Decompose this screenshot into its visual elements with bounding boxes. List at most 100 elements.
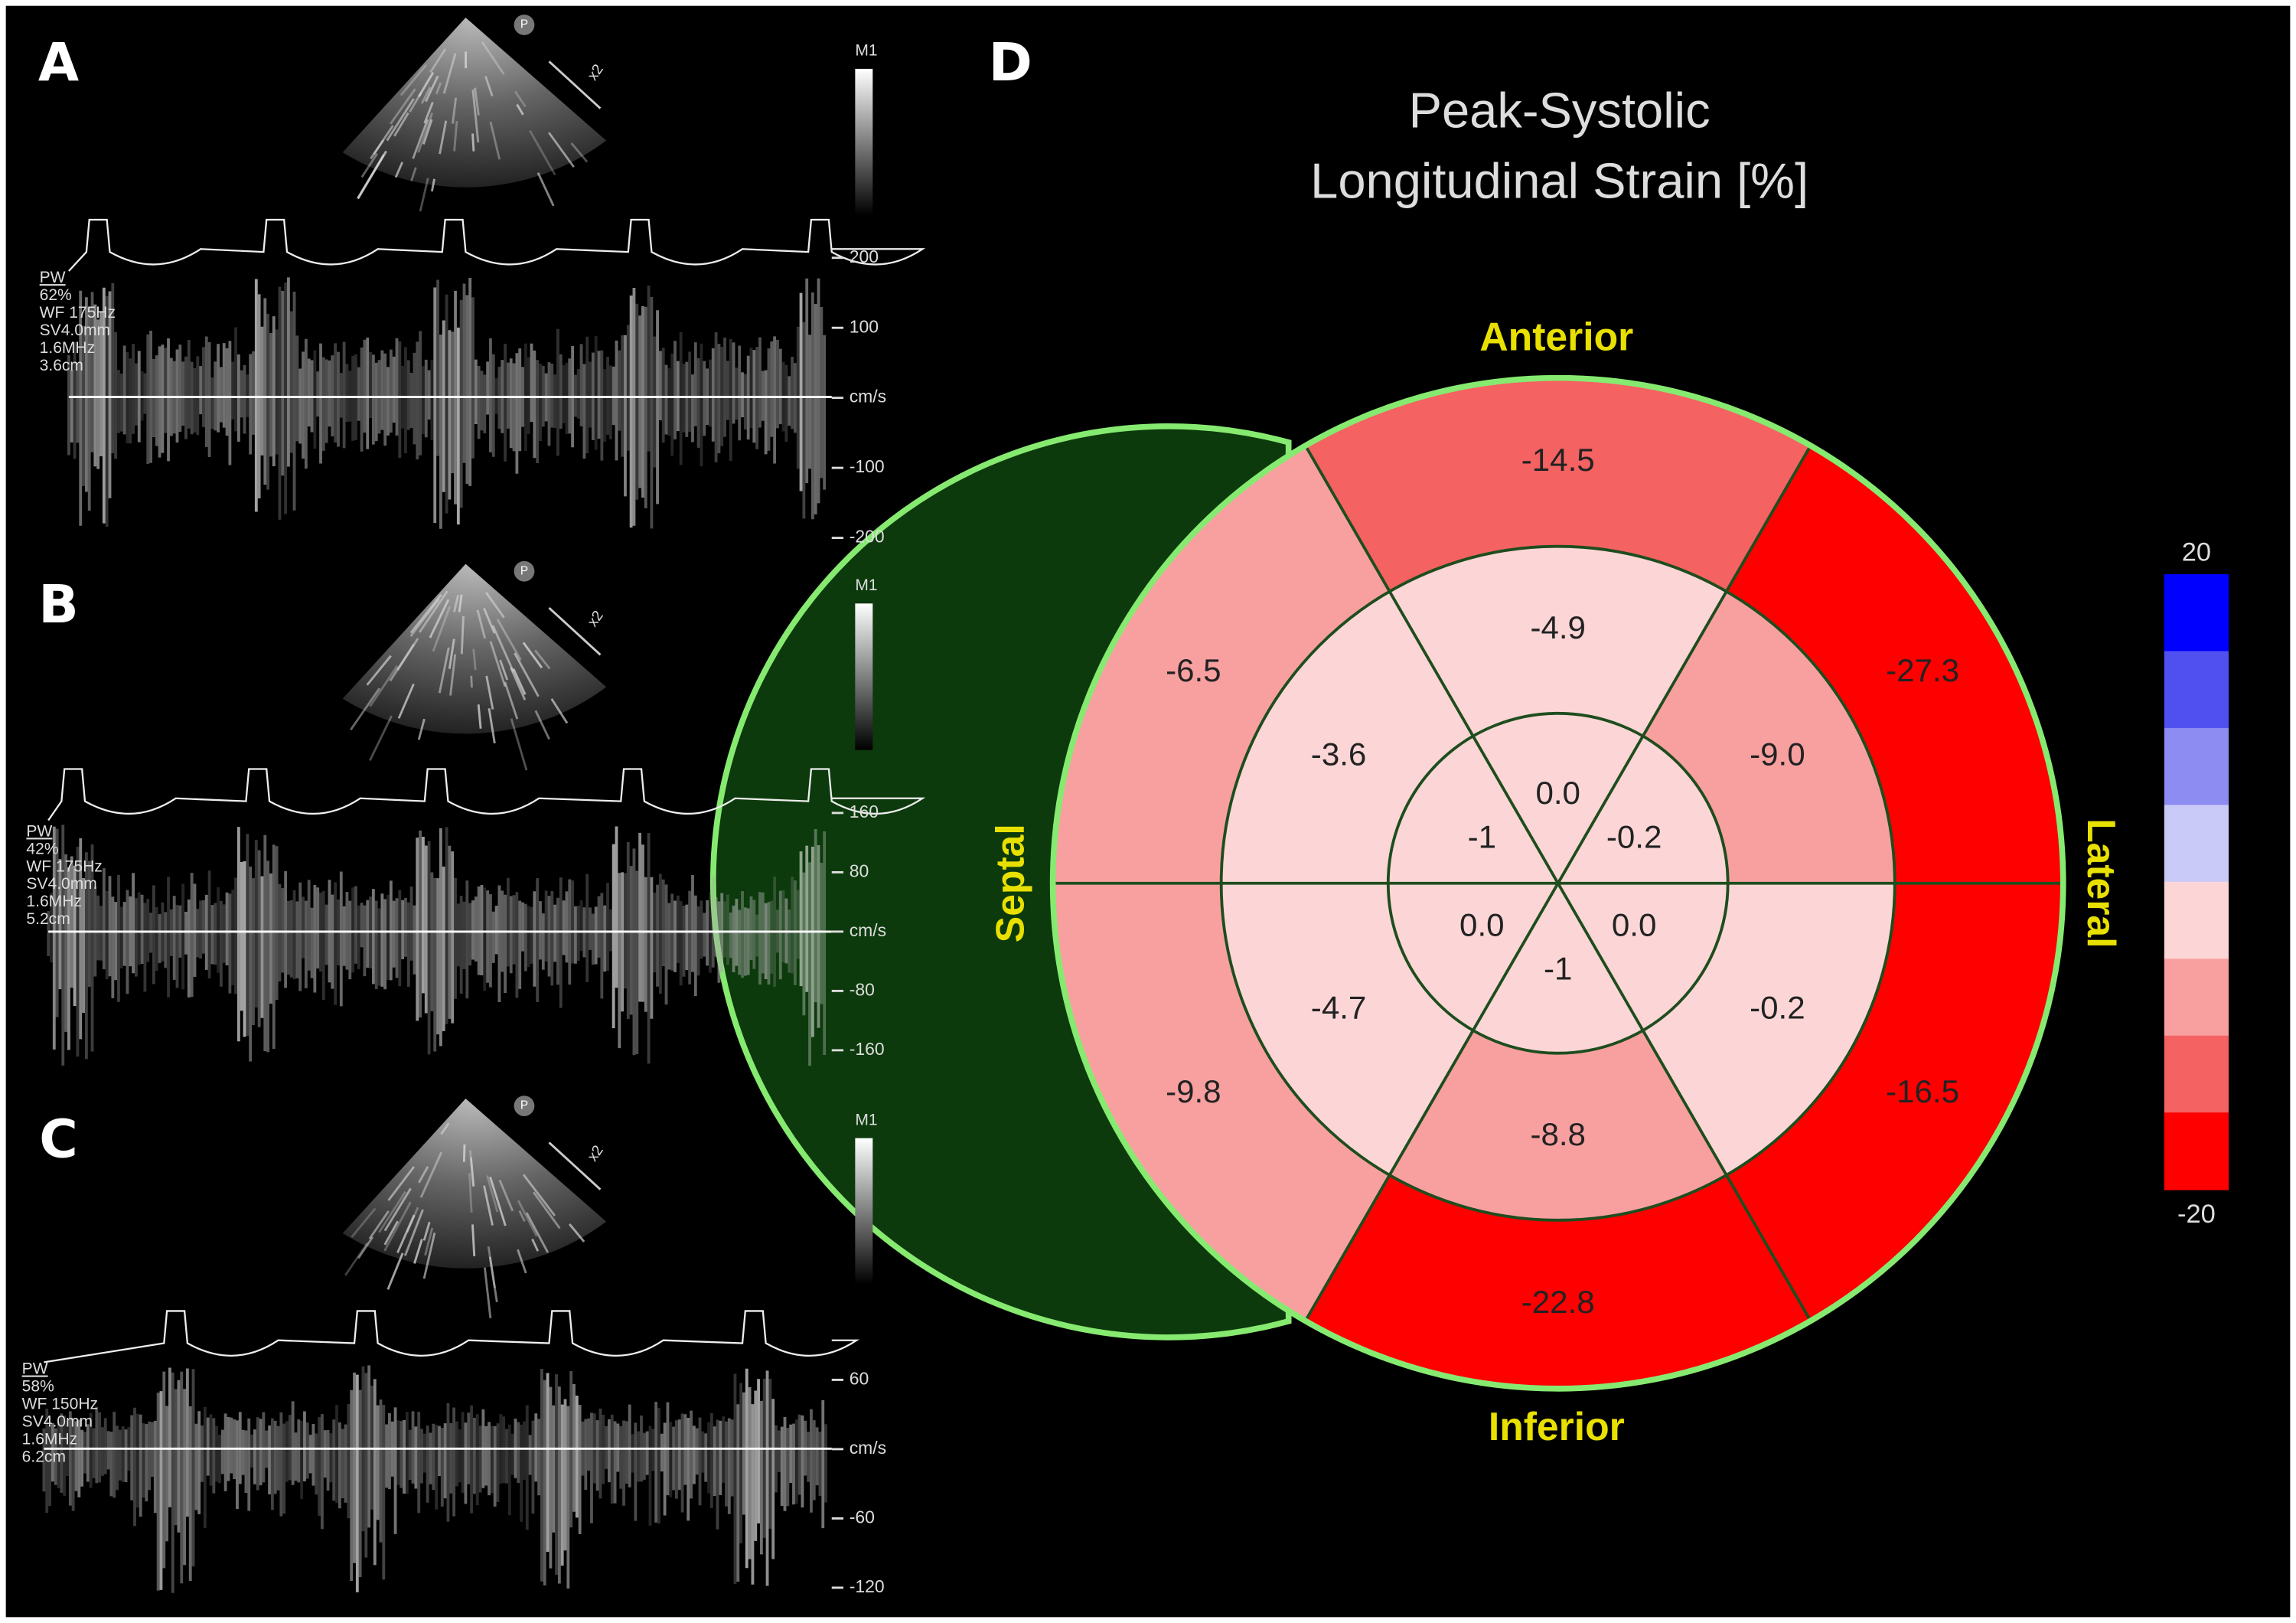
- echo-speckle: [403, 1209, 424, 1256]
- echo-speckle: [386, 1252, 404, 1290]
- echo-speckle: [534, 710, 550, 740]
- echo-speckle: [476, 609, 486, 639]
- strain-segment: [1642, 591, 1895, 883]
- echo-speckle: [472, 648, 477, 671]
- echo-speckle: [383, 1201, 412, 1252]
- echo-speckle: [488, 708, 496, 744]
- tick-label: 80: [850, 860, 869, 880]
- echo-speckle: [458, 594, 463, 612]
- echo-speckle: [518, 1210, 526, 1222]
- echo-speckle: [413, 1239, 423, 1264]
- echo-speckle: [448, 638, 455, 669]
- echo-speckle: [488, 1256, 498, 1303]
- echo-speckle: [548, 132, 575, 168]
- scale-text: M1: [855, 1111, 877, 1128]
- echo-speckle: [532, 1191, 561, 1229]
- echo-speckle: [469, 1157, 475, 1187]
- echo-speckle: [510, 718, 528, 771]
- segment-value: -8.8: [1530, 1116, 1586, 1152]
- setting-text: 1.6MHz: [40, 339, 95, 357]
- segment-value: 0.0: [1459, 906, 1504, 942]
- segment-value: -16.5: [1886, 1073, 1959, 1109]
- echo-speckle: [435, 82, 442, 95]
- tick-label: -60: [850, 1507, 875, 1527]
- echo-speckle: [468, 1173, 473, 1213]
- tick-label: 160: [850, 802, 879, 821]
- strain-segment: [1473, 883, 1643, 1053]
- echo-speckle: [366, 655, 392, 686]
- setting-text: WF 150Hz: [22, 1395, 98, 1412]
- echo-speckle: [525, 1212, 550, 1253]
- echo-speckle: [351, 1207, 377, 1238]
- segment-value: 0.0: [1535, 775, 1580, 811]
- setting-text: 3.6cm: [40, 357, 83, 374]
- scale-band: [2164, 727, 2229, 806]
- echo-speckle: [429, 48, 447, 73]
- setting-text: 62%: [40, 286, 72, 304]
- scale-band: [2164, 1112, 2229, 1190]
- segment-value: -0.2: [1606, 818, 1662, 854]
- tick-label: -100: [850, 456, 885, 476]
- setting-text: WF 175Hz: [26, 857, 102, 875]
- gray-scale-bar: [855, 1138, 873, 1285]
- echo-speckle: [419, 1151, 443, 1198]
- direction-label: Inferior: [1489, 1404, 1625, 1448]
- gray-scale-bar: [855, 603, 873, 750]
- panel-label: B: [38, 574, 78, 635]
- scale-band: [2164, 958, 2229, 1037]
- echo-speckle: [522, 1174, 556, 1216]
- echo-speckle: [484, 592, 505, 619]
- ecg-trace: [47, 768, 926, 821]
- echo-speckle: [368, 1210, 390, 1239]
- ecg-trace: [44, 1310, 860, 1363]
- echo-speckle: [522, 642, 543, 669]
- echo-speckle: [483, 1185, 494, 1226]
- echo-speckle: [386, 98, 415, 142]
- segment-value: -9.0: [1750, 736, 1805, 772]
- setting-text: PW: [26, 822, 52, 840]
- echo-speckle: [378, 1190, 406, 1233]
- strain-segment: [1221, 883, 1473, 1175]
- segment-value: -4.9: [1530, 609, 1586, 645]
- echo-speckle: [439, 120, 448, 155]
- direction-label: Lateral: [2079, 818, 2124, 948]
- segment-value: -0.2: [1750, 989, 1805, 1025]
- echo-speckle: [536, 171, 555, 207]
- echo-speckle: [396, 1214, 416, 1254]
- strain-segment: [1305, 377, 1811, 592]
- echo-speckle: [418, 1166, 429, 1184]
- echo-speckle: [452, 97, 458, 124]
- echo-speckle: [383, 1220, 399, 1246]
- echo-speckle: [486, 1175, 499, 1213]
- echo-speckle: [419, 178, 429, 212]
- echo-speckle: [477, 704, 482, 729]
- echo-speckle: [550, 697, 569, 724]
- echo-speckle: [449, 654, 457, 696]
- echo-speckle: [419, 590, 448, 633]
- echo-speckle: [471, 133, 475, 152]
- echo-speckle: [510, 667, 527, 700]
- echo-speckle: [531, 1238, 540, 1252]
- segment-value: -6.5: [1166, 652, 1221, 688]
- echo-speckle: [470, 675, 473, 688]
- tick-label: cm/s: [850, 920, 886, 940]
- echo-speckle: [409, 92, 422, 113]
- echo-speckle: [516, 103, 524, 116]
- echo-speckle: [471, 1224, 476, 1257]
- tick-label: -80: [850, 979, 875, 999]
- echo-speckle: [412, 119, 429, 159]
- scale-text: M1: [855, 42, 877, 60]
- echo-speckle: [453, 120, 458, 152]
- echo-speckle: [417, 718, 426, 740]
- strain-segment: [1052, 883, 1390, 1321]
- echo-speckle: [369, 715, 393, 761]
- echo-speckle: [360, 152, 378, 178]
- tick-label: 200: [850, 247, 879, 266]
- echo-speckle: [489, 641, 507, 687]
- setting-text: PW: [22, 1360, 48, 1378]
- strain-segment: [1305, 1174, 1811, 1389]
- setting-text: 6.2cm: [22, 1448, 66, 1465]
- scale-band: [2164, 574, 2229, 652]
- setting-text: PW: [40, 269, 66, 286]
